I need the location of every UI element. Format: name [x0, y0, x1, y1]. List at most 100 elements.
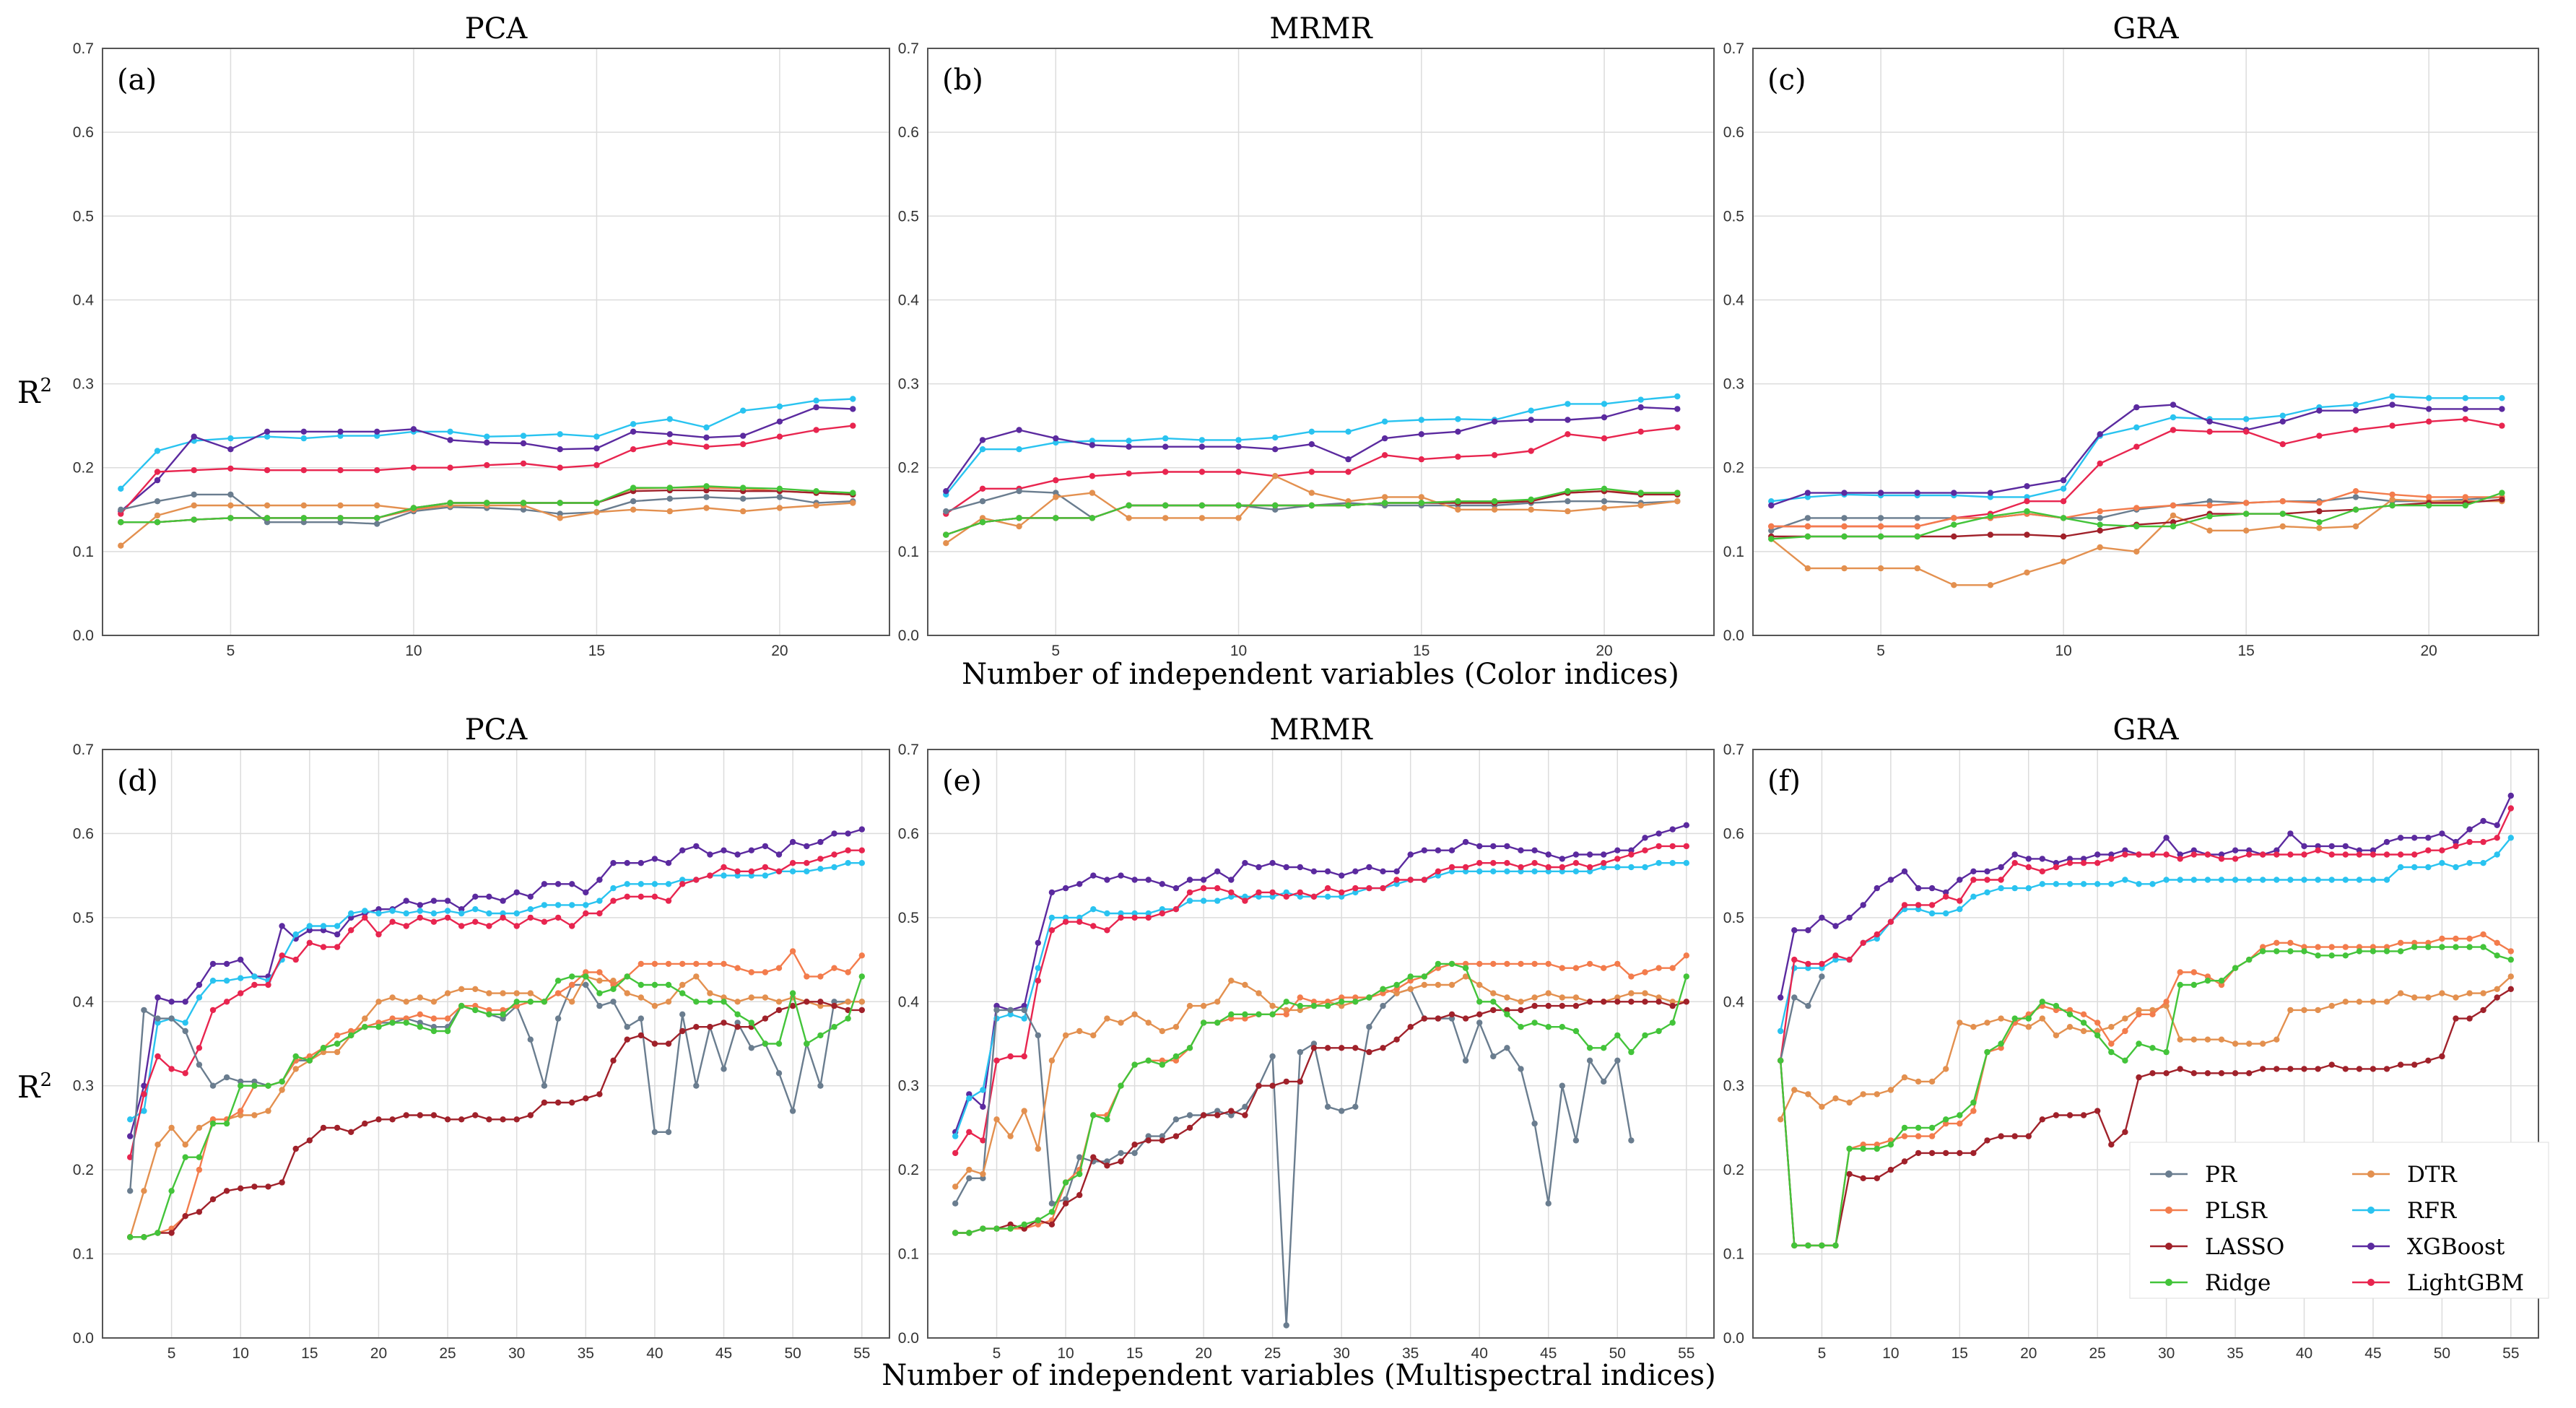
- data-point: [1159, 1057, 1166, 1064]
- data-point: [520, 506, 527, 513]
- data-point: [348, 1027, 354, 1035]
- data-point: [980, 1175, 986, 1182]
- data-point: [300, 467, 307, 474]
- data-point: [1345, 469, 1352, 475]
- data-point: [1528, 448, 1534, 454]
- data-point: [2024, 494, 2030, 500]
- data-point: [1491, 418, 1498, 425]
- data-point: [417, 1020, 423, 1026]
- data-point: [334, 1048, 341, 1056]
- data-point: [2439, 1053, 2445, 1060]
- series-ridge: [952, 960, 1689, 1236]
- data-point: [154, 519, 161, 526]
- data-point: [2315, 952, 2321, 959]
- data-point: [1874, 931, 1880, 938]
- data-point: [2025, 1015, 2032, 1022]
- data-point: [583, 889, 589, 896]
- data-point: [2094, 1027, 2101, 1035]
- data-point: [251, 1078, 258, 1085]
- data-point: [1256, 1082, 1262, 1089]
- data-point: [227, 491, 234, 498]
- data-point: [740, 433, 747, 439]
- data-point: [721, 847, 727, 853]
- data-point: [554, 881, 562, 887]
- data-point: [748, 868, 755, 875]
- data-point: [2243, 416, 2250, 422]
- data-point: [1035, 1032, 1042, 1039]
- data-point: [127, 1116, 134, 1123]
- data-point: [2494, 952, 2500, 959]
- data-point: [2246, 877, 2253, 883]
- data-point: [1235, 437, 1242, 443]
- data-point: [1269, 893, 1276, 900]
- data-point: [1162, 515, 1169, 521]
- data-point: [2425, 994, 2432, 1001]
- data-point: [952, 1200, 959, 1207]
- data-point: [1901, 1074, 1908, 1081]
- data-point: [1928, 1078, 1936, 1085]
- data-point: [1366, 885, 1372, 892]
- data-point: [858, 826, 866, 833]
- data-point: [1601, 485, 1608, 492]
- data-point: [2133, 404, 2140, 411]
- y-axis-label-top: R2: [17, 375, 52, 410]
- data-point: [1804, 515, 1811, 521]
- data-point: [1669, 999, 1676, 1005]
- data-point: [2342, 877, 2349, 883]
- data-point: [1118, 1158, 1124, 1165]
- y-tick-label: 0.2: [898, 460, 919, 477]
- y-tick-label: 0.0: [898, 627, 919, 644]
- y-tick-label: 0.1: [1723, 544, 1744, 560]
- data-point: [596, 898, 603, 904]
- data-point: [748, 872, 755, 879]
- data-point: [789, 1108, 796, 1114]
- data-point: [2190, 847, 2197, 853]
- data-point: [430, 1015, 438, 1022]
- data-point: [952, 1150, 959, 1157]
- data-point: [1586, 864, 1593, 871]
- data-point: [2246, 956, 2253, 963]
- data-point: [734, 999, 741, 1005]
- data-point: [1476, 1020, 1483, 1026]
- data-point: [118, 506, 124, 513]
- data-point: [1198, 443, 1206, 450]
- data-point: [2053, 1002, 2060, 1009]
- data-point: [2025, 864, 2032, 871]
- data-point: [484, 462, 490, 469]
- data-point: [2053, 864, 2060, 871]
- legend-label: LASSO: [2205, 1234, 2284, 1260]
- data-point: [1614, 847, 1621, 853]
- data-point: [209, 1120, 217, 1127]
- data-point: [2425, 1057, 2432, 1064]
- data-point: [2190, 969, 2197, 975]
- data-point: [2287, 1007, 2294, 1014]
- data-point: [1172, 885, 1180, 892]
- x-tick-label: 15: [1413, 643, 1430, 659]
- data-point: [1159, 1027, 1166, 1035]
- data-point: [2066, 1011, 2074, 1018]
- data-point: [2342, 952, 2349, 959]
- data-point: [2328, 944, 2335, 950]
- data-point: [1637, 490, 1644, 496]
- data-point: [1007, 1133, 1014, 1139]
- data-point: [2260, 948, 2266, 955]
- data-point: [2163, 1070, 2170, 1077]
- series-lasso: [127, 999, 866, 1240]
- data-point: [334, 923, 341, 929]
- data-point: [2177, 856, 2183, 862]
- data-point: [1016, 515, 1022, 521]
- data-point: [541, 999, 548, 1005]
- data-point: [300, 502, 307, 509]
- x-tick-label: 5: [1818, 1345, 1827, 1362]
- data-point: [2425, 939, 2432, 947]
- data-point: [1674, 393, 1681, 400]
- data-point: [223, 960, 230, 968]
- data-point: [1559, 1082, 1565, 1089]
- data-point: [1200, 1020, 1207, 1026]
- data-point: [182, 1213, 188, 1220]
- data-point: [721, 999, 727, 1005]
- y-tick-label: 0.3: [898, 1078, 919, 1095]
- data-point: [2316, 433, 2323, 439]
- data-point: [1943, 1120, 1949, 1127]
- data-point: [789, 868, 796, 875]
